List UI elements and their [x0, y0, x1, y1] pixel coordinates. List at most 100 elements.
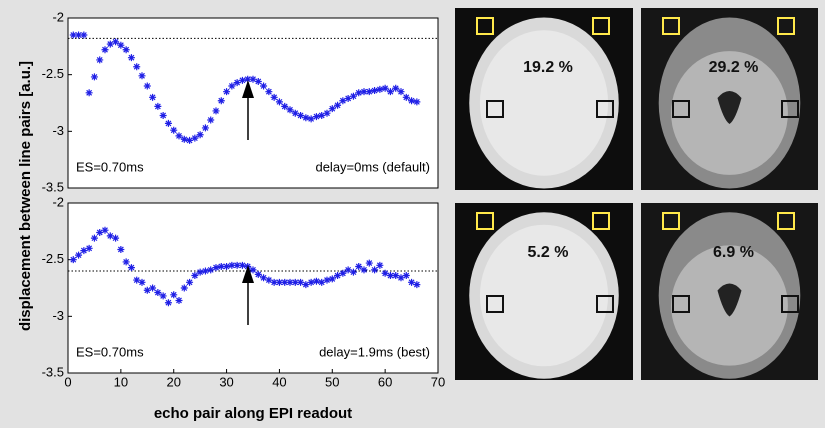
y-tick-label: -2.5: [42, 66, 64, 81]
phantom-core: [479, 224, 609, 367]
roi-noise: [777, 17, 795, 35]
data-point: [270, 93, 278, 101]
data-point: [112, 234, 120, 242]
data-point: [143, 82, 151, 90]
roi-ghost: [781, 100, 799, 118]
data-point: [212, 107, 220, 115]
data-point: [371, 266, 379, 274]
data-point: [281, 102, 289, 110]
data-point: [355, 89, 363, 97]
data-point: [408, 97, 416, 105]
data-point: [175, 296, 183, 304]
x-tick-label: 0: [64, 374, 71, 389]
data-point: [112, 38, 120, 46]
x-tick-label: 70: [431, 374, 445, 389]
data-point: [265, 276, 273, 284]
data-point: [260, 274, 268, 282]
data-point: [117, 41, 125, 49]
arrow-head: [242, 265, 254, 283]
data-point: [96, 56, 104, 64]
plot-area: [67, 17, 439, 189]
data-point: [106, 232, 114, 240]
roi-ghost: [486, 295, 504, 313]
data-point: [371, 87, 379, 95]
data-point: [212, 264, 220, 272]
data-point: [127, 54, 135, 62]
plot-area: [67, 202, 439, 374]
data-point: [265, 88, 273, 96]
y-tick-label: -2: [52, 194, 64, 209]
ventricles: [717, 283, 742, 317]
data-point: [90, 234, 98, 242]
data-point: [297, 111, 305, 119]
data-point: [334, 101, 342, 109]
ghosting-label: 19.2 %: [523, 59, 573, 76]
arrow-head: [242, 80, 254, 98]
y-tick-label: -3.5: [42, 364, 64, 379]
data-point: [238, 76, 246, 84]
data-point: [360, 266, 368, 274]
data-point: [291, 278, 299, 286]
data-point: [170, 291, 178, 299]
data-point: [344, 94, 352, 102]
data-point: [117, 245, 125, 253]
data-point: [323, 276, 331, 284]
data-point: [355, 262, 363, 270]
roi-noise: [777, 212, 795, 230]
data-point: [334, 272, 342, 280]
data-point: [312, 277, 320, 285]
data-point: [201, 124, 209, 132]
data-point: [228, 261, 236, 269]
data-point: [75, 31, 83, 39]
data-point: [164, 119, 172, 127]
data-point: [397, 274, 405, 282]
data-point: [413, 98, 421, 106]
data-point: [323, 109, 331, 117]
data-point: [392, 84, 400, 92]
data-point: [297, 278, 305, 286]
data-point: [217, 97, 225, 105]
roi-ghost: [672, 100, 690, 118]
data-point: [207, 266, 215, 274]
data-point: [175, 132, 183, 140]
data-point: [69, 31, 77, 39]
data-point: [196, 268, 204, 276]
data-point: [143, 286, 151, 294]
y-tick-label: -2.5: [42, 251, 64, 266]
data-point: [191, 134, 199, 142]
roi-noise: [662, 212, 680, 230]
x-tick-label: 10: [114, 374, 128, 389]
data-point: [80, 31, 88, 39]
data-point: [122, 46, 130, 54]
data-point: [233, 79, 241, 87]
y-tick-label: -2: [52, 9, 64, 24]
data-point: [138, 278, 146, 286]
data-point: [191, 272, 199, 280]
y-axis-title: displacement between line pairs [a.u.]: [17, 61, 34, 331]
data-point: [302, 281, 310, 289]
data-point: [133, 63, 141, 71]
data-point: [254, 77, 262, 85]
data-point: [302, 114, 310, 122]
data-point: [402, 272, 410, 280]
ghosting-label: 29.2 %: [709, 59, 759, 76]
x-tick-label: 20: [166, 374, 180, 389]
data-point: [180, 284, 188, 292]
annotation: delay=1.9ms (best): [319, 344, 430, 359]
roi-ghost: [596, 295, 614, 313]
data-point: [381, 84, 389, 92]
data-point: [149, 93, 157, 101]
data-point: [207, 116, 215, 124]
data-point: [186, 278, 194, 286]
data-point: [96, 228, 104, 236]
data-point: [127, 264, 135, 272]
data-point: [349, 92, 357, 100]
data-point: [233, 261, 241, 269]
data-point: [328, 275, 336, 283]
data-point: [101, 226, 109, 234]
data-point: [286, 106, 294, 114]
x-tick-label: 30: [219, 374, 233, 389]
x-axis-title: echo pair along EPI readout: [154, 405, 352, 422]
data-point: [386, 272, 394, 280]
